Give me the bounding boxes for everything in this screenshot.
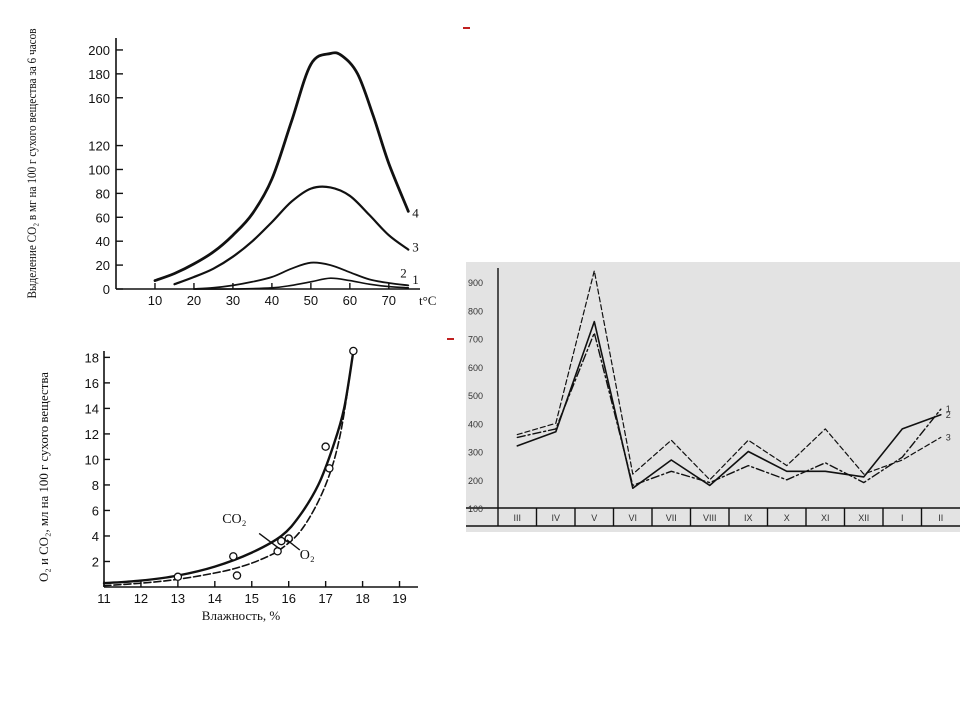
x-tick-label: 10 <box>148 293 162 308</box>
x-tick-label: 60 <box>343 293 357 308</box>
x-tick-label: IX <box>744 513 753 523</box>
x-tick-label: II <box>938 513 943 523</box>
x-tick-label: XI <box>821 513 830 523</box>
series-line-4 <box>153 51 410 282</box>
y-tick-label: 60 <box>96 210 110 225</box>
co2-temperature-chart: 0 20 40 60 80 100 120 160 180 200 10 20 30 40 50 60 70 t°… <box>20 22 460 322</box>
x-tick-label: 30 <box>226 293 240 308</box>
series-label-3: 3 <box>412 240 419 255</box>
y-tick-label: 700 <box>468 335 483 345</box>
x-tick-label: 15 <box>245 591 259 606</box>
y-tick-label: 180 <box>88 67 110 82</box>
gas-humidity-chart: 2 4 6 8 10 12 14 16 18 11 12 13 14 15 16 17 18 19 Влажност… <box>20 345 440 635</box>
data-point-marker <box>325 464 334 473</box>
data-point-marker <box>273 547 282 556</box>
y-tick-label: 120 <box>88 139 110 154</box>
series-line-2 <box>193 261 410 290</box>
x-tick-label: 18 <box>355 591 369 606</box>
data-point-marker <box>321 442 330 451</box>
x-tick-label: 19 <box>392 591 406 606</box>
y-tick-label: 100 <box>88 162 110 177</box>
data-point-marker <box>173 572 183 582</box>
y-tick-label: 500 <box>468 391 483 401</box>
x-tick-label: 14 <box>208 591 222 606</box>
data-point-marker <box>277 536 286 546</box>
y-tick-label: 6 <box>92 503 99 518</box>
x-tick-label: V <box>591 513 597 523</box>
x-tick-label: III <box>513 513 521 523</box>
series-label-3: 3 <box>946 432 951 442</box>
x-axis-label: Влажность, % <box>202 608 281 623</box>
x-tick-label: 70 <box>382 293 396 308</box>
y-tick-label: 16 <box>85 376 99 391</box>
gas-humidity-plot: 2 4 6 8 10 12 14 16 18 11 12 13 14 15 16 17 18 19 Влажност… <box>36 346 418 623</box>
x-tick-label: 11 <box>97 591 111 606</box>
seasonal-chart: 100 200 300 400 500 600 700 800 900 III IV V VI VII VI… <box>466 262 960 532</box>
x-tick-label: XII <box>858 513 869 523</box>
data-point-marker <box>232 571 242 580</box>
y-tick-label: 900 <box>468 278 483 288</box>
y-tick-label: 200 <box>468 476 483 486</box>
y-tick-label: 800 <box>468 306 483 316</box>
annotation-co2-leader <box>258 532 280 550</box>
y-tick-label: 20 <box>96 258 110 273</box>
y-tick-label: 600 <box>468 363 483 373</box>
y-tick-label: 4 <box>92 529 99 544</box>
annotation-o2: O₂ <box>300 548 315 563</box>
data-point-marker <box>349 346 358 356</box>
y-tick-label: 8 <box>92 478 99 493</box>
x-tick-label: VII <box>666 513 677 523</box>
series-label-4: 4 <box>412 205 419 220</box>
series-line-3 <box>516 270 942 481</box>
y-tick-label: 40 <box>96 234 110 249</box>
x-tick-label: 50 <box>304 293 318 308</box>
series-line-1 <box>193 277 410 290</box>
x-tick-label: 12 <box>134 591 148 606</box>
x-tick-label: 20 <box>187 293 201 308</box>
x-tick-label: I <box>901 513 904 523</box>
co2-temperature-plot: 0 20 40 60 80 100 120 160 180 200 10 20 30 40 50 60 70 t°… <box>24 29 436 309</box>
x-tick-label: VI <box>628 513 637 523</box>
x-tick-label: 40 <box>265 293 279 308</box>
x-tick-label: 16 <box>281 591 295 606</box>
x-axis-label: t°C <box>419 293 436 308</box>
annotation-co2: CO₂ <box>222 512 246 527</box>
x-tick-label: IV <box>551 513 560 523</box>
scan-mark <box>447 338 454 340</box>
annotation-o2-leader <box>286 539 301 551</box>
y-axis-label: Выделение CO₂ в мг на 100 г сухого вещес… <box>24 29 39 299</box>
y-tick-label: 400 <box>468 419 483 429</box>
y-tick-label: 100 <box>468 504 483 514</box>
y-tick-label: 300 <box>468 448 483 458</box>
series-label-1: 1 <box>946 404 951 414</box>
y-axis-label: O₂ и CO₂, мл на 100 г сухого вещества <box>36 372 51 582</box>
y-tick-label: 12 <box>85 427 99 442</box>
x-tick-label: 13 <box>171 591 185 606</box>
y-tick-label: 14 <box>85 401 99 416</box>
scan-mark <box>463 27 470 29</box>
y-tick-label: 80 <box>96 186 110 201</box>
series-line-3 <box>173 185 410 286</box>
y-tick-label: 0 <box>103 282 110 297</box>
series-line-o2 <box>103 350 355 587</box>
series-line-co2 <box>102 349 355 585</box>
y-tick-label: 200 <box>88 43 110 58</box>
data-point-marker <box>229 552 238 561</box>
series-label-2: 2 <box>946 410 951 420</box>
x-tick-label: VIII <box>703 513 717 523</box>
y-tick-label: 2 <box>92 554 99 569</box>
y-tick-label: 18 <box>85 350 99 365</box>
y-tick-label: 160 <box>88 91 110 106</box>
x-tick-label: X <box>784 513 790 523</box>
series-line-1 <box>516 332 942 487</box>
series-label-2: 2 <box>400 265 407 280</box>
series-label-1: 1 <box>412 272 419 287</box>
y-tick-label: 10 <box>85 452 99 467</box>
x-tick-label: 17 <box>318 591 332 606</box>
series-line-2 <box>516 320 942 489</box>
